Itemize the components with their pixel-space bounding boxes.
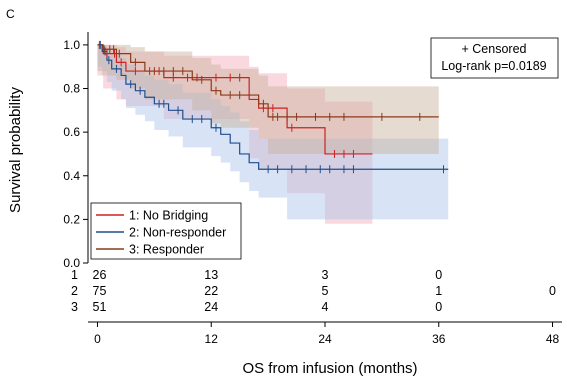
censor-marks xyxy=(98,40,444,174)
x-axis-label: OS from infusion (months) xyxy=(242,360,417,377)
y-tick-label: 0.0 xyxy=(63,256,80,270)
annotation-frame xyxy=(430,37,559,79)
x-tick-label: 24 xyxy=(318,332,332,346)
risk-table-cell: 24 xyxy=(204,300,218,314)
x-tick-label: 12 xyxy=(205,332,219,346)
x-tick-label: 48 xyxy=(546,332,560,346)
risk-table-cell: 26 xyxy=(93,268,107,282)
x-tick-label: 0 xyxy=(94,332,101,346)
legend: 1: No Bridging 2: Non-responder 3: Respond… xyxy=(90,202,242,260)
risk-table-cell: 3 xyxy=(322,268,329,282)
y-tick-label: 0.8 xyxy=(63,82,80,96)
y-tick-label: 0.6 xyxy=(63,125,80,139)
x-tick-label: 36 xyxy=(432,332,446,346)
risk-table-cell: 0 xyxy=(435,300,442,314)
risk-table: 1 26 13 3 02 75 22 5 1 03 51 24 4 0 xyxy=(71,268,556,314)
ci-band-series-3 xyxy=(97,44,439,154)
annotation-line: Log-rank p=0.0189 xyxy=(441,59,546,73)
panel-label: C xyxy=(6,7,15,21)
risk-row-label: 3 xyxy=(71,300,78,314)
risk-table-cell: 22 xyxy=(204,284,218,298)
annotation-box: + Censored Log-rank p=0.0189 xyxy=(430,37,559,79)
survival-line-series-3 xyxy=(97,44,439,118)
legend-entry-label: 1: No Bridging xyxy=(129,209,208,223)
ci-band-series-1 xyxy=(97,44,373,224)
risk-row-label: 1 xyxy=(71,268,78,282)
legend-entry-label: 3: Responder xyxy=(129,243,204,257)
risk-table-cell: 4 xyxy=(322,300,329,314)
risk-row-label: 2 xyxy=(71,284,78,298)
annotation-line: + Censored xyxy=(462,42,527,56)
y-tick-label: 0.4 xyxy=(63,169,80,183)
risk-table-cell: 0 xyxy=(435,268,442,282)
risk-table-cell: 1 xyxy=(435,284,442,298)
legend-entry-label: 2: Non-responder xyxy=(129,226,226,240)
risk-table-cell: 5 xyxy=(322,284,329,298)
risk-table-cell: 0 xyxy=(549,284,556,298)
y-axis-label: Survival probability xyxy=(7,87,24,213)
y-tick-label: 0.2 xyxy=(63,212,80,226)
risk-table-cell: 13 xyxy=(204,268,218,282)
y-tick-label: 1.0 xyxy=(63,38,80,52)
survival-line-series-2 xyxy=(97,44,449,170)
risk-table-cell: 51 xyxy=(93,300,107,314)
risk-table-cell: 75 xyxy=(93,284,107,298)
axes: 0.00.20.40.60.81.00 12 24 36 48 xyxy=(63,32,562,346)
ci-band-series-2 xyxy=(97,44,449,220)
